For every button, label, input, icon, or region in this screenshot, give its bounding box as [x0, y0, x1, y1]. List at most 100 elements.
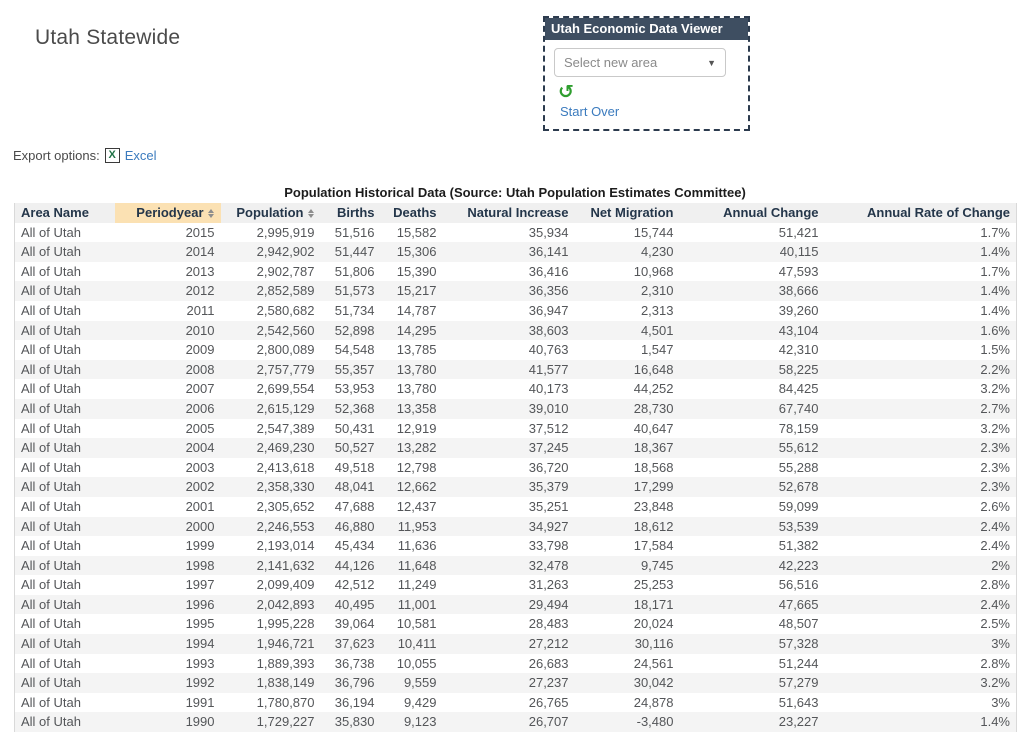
table-cell: 28,730	[633, 400, 674, 416]
table-cell: 2,615,129	[256, 400, 315, 416]
population-table: Area Name Periodyear Population Births Death…	[14, 203, 1017, 733]
start-over-link[interactable]: Start Over	[560, 104, 620, 119]
table-cell: 15,390	[396, 263, 437, 279]
excel-icon[interactable]: X	[104, 148, 120, 163]
table-cell: All of Utah	[21, 479, 81, 495]
table-cell: 53,953	[334, 381, 375, 397]
table-cell: All of Utah	[21, 400, 81, 416]
table-cell: 2.4%	[980, 518, 1010, 534]
table-cell: 11,648	[397, 557, 437, 573]
table-cell: 3.2%	[980, 381, 1010, 397]
table-cell: All of Utah	[21, 263, 81, 279]
table-cell: 37,512	[528, 420, 569, 436]
table-cell: 52,898	[334, 322, 375, 338]
table-cell: 42,310	[778, 342, 819, 358]
column-header-net-migration[interactable]: Net Migration	[574, 203, 680, 223]
table-cell: 18,568	[633, 459, 674, 475]
table-cell: All of Utah	[21, 342, 81, 358]
column-header-label: Annual Change	[723, 205, 819, 220]
table-cell: 15,217	[396, 283, 437, 299]
table-cell: 17,299	[633, 479, 674, 495]
table-cell: 42,223	[778, 557, 819, 573]
column-header-deaths[interactable]: Deaths	[380, 203, 443, 223]
table-row: All of Utah 2015 2,995,919 51,516 15,582 35,9…	[15, 223, 1017, 243]
table-cell: 1.4%	[980, 244, 1010, 260]
table-cell: All of Utah	[21, 459, 81, 475]
table-cell: 1.6%	[980, 322, 1010, 338]
table-cell: 45,434	[334, 538, 375, 554]
table-cell: 2.2%	[980, 361, 1010, 377]
table-body: All of Utah 2015 2,995,919 51,516 15,582 35,9…	[14, 223, 1017, 733]
table-cell: 57,279	[778, 675, 819, 691]
table-row: All of Utah 1993 1,889,393 36,738 10,055 26,6…	[15, 654, 1017, 674]
excel-export-link[interactable]: Excel	[124, 148, 157, 163]
table-cell: 2,099,409	[256, 577, 315, 593]
export-options-label: Export options:	[13, 148, 100, 163]
column-header-births[interactable]: Births	[320, 203, 381, 223]
table-cell: 23,848	[633, 498, 674, 514]
start-over-icon[interactable]: ↺	[558, 82, 574, 103]
table-row: All of Utah 2012 2,852,589 51,573 15,217 36,3…	[14, 281, 1017, 301]
table-cell: 2%	[991, 557, 1010, 573]
area-select[interactable]: Select new area ▼	[554, 48, 726, 77]
table-cell: 51,643	[778, 694, 819, 710]
column-header-natural-increase[interactable]: Natural Increase	[442, 203, 575, 223]
table-cell: 35,251	[528, 498, 569, 514]
table-row: All of Utah 2001 2,305,652 47,688 12,437 35,2…	[15, 497, 1017, 517]
table-cell: 3%	[991, 694, 1010, 710]
table-cell: 48,507	[778, 616, 819, 632]
table-cell: 14,787	[396, 302, 437, 318]
column-header-annual-rate-of-change[interactable]: Annual Rate of Change	[824, 203, 1017, 223]
table-cell: All of Utah	[21, 381, 81, 397]
table-cell: 2013	[185, 263, 215, 279]
table-row: All of Utah 2011 2,580,682 51,734 14,787 36,9…	[15, 301, 1017, 321]
table-cell: 28,483	[528, 616, 569, 632]
table-cell: 9,559	[403, 675, 437, 691]
table-cell: 1.7%	[980, 224, 1010, 240]
table-cell: 2008	[185, 361, 215, 377]
table-cell: All of Utah	[21, 224, 81, 240]
column-header-population[interactable]: Population	[220, 203, 321, 223]
table-cell: 2,902,787	[256, 263, 315, 279]
table-cell: 50,431	[334, 420, 375, 436]
table-cell: 14,295	[396, 322, 437, 338]
table-cell: 47,593	[778, 263, 819, 279]
table-cell: 15,582	[396, 224, 437, 240]
table-row: All of Utah 1999 2,193,014 45,434 11,636 33,7…	[15, 536, 1017, 556]
population-table-section: Population Historical Data (Source: Utah…	[14, 185, 1017, 733]
table-cell: 2.6%	[980, 498, 1010, 514]
table-cell: 2007	[185, 381, 215, 397]
table-cell: 2,757,779	[256, 361, 315, 377]
table-cell: 2,852,589	[256, 283, 315, 299]
table-cell: 33,798	[528, 538, 569, 554]
table-cell: 12,437	[396, 498, 437, 514]
column-header-label: Births	[336, 205, 375, 220]
table-cell: 40,763	[528, 342, 569, 358]
table-cell: 1.7%	[980, 263, 1010, 279]
table-cell: 24,878	[633, 694, 674, 710]
table-cell: 58,225	[778, 361, 819, 377]
table-cell: 55,288	[778, 459, 819, 475]
column-header-annual-change[interactable]: Annual Change	[679, 203, 825, 223]
table-cell: 1.4%	[980, 714, 1010, 730]
table-cell: 18,367	[633, 440, 674, 456]
table-header-row: Area Name Periodyear Population Births Death…	[14, 203, 1017, 223]
column-header-area-name[interactable]: Area Name	[14, 203, 115, 223]
table-cell: 26,683	[528, 655, 569, 671]
table-cell: 2006	[185, 400, 215, 416]
table-cell: 2.7%	[980, 400, 1010, 416]
table-cell: 1992	[185, 675, 215, 691]
table-cell: 40,647	[633, 420, 674, 436]
table-cell: 11,249	[397, 577, 437, 593]
table-cell: All of Utah	[21, 498, 81, 514]
table-cell: 10,581	[396, 616, 437, 632]
table-cell: 52,368	[334, 400, 375, 416]
table-cell: 36,141	[528, 244, 569, 260]
table-cell: 27,237	[528, 675, 569, 691]
column-header-periodyear[interactable]: Periodyear	[114, 203, 221, 223]
table-cell: 30,116	[634, 636, 674, 652]
table-row: All of Utah 1997 2,099,409 42,512 11,249 31,2…	[15, 575, 1017, 595]
table-cell: 16,648	[633, 361, 674, 377]
table-cell: 2010	[185, 322, 215, 338]
table-cell: 51,382	[778, 538, 819, 554]
